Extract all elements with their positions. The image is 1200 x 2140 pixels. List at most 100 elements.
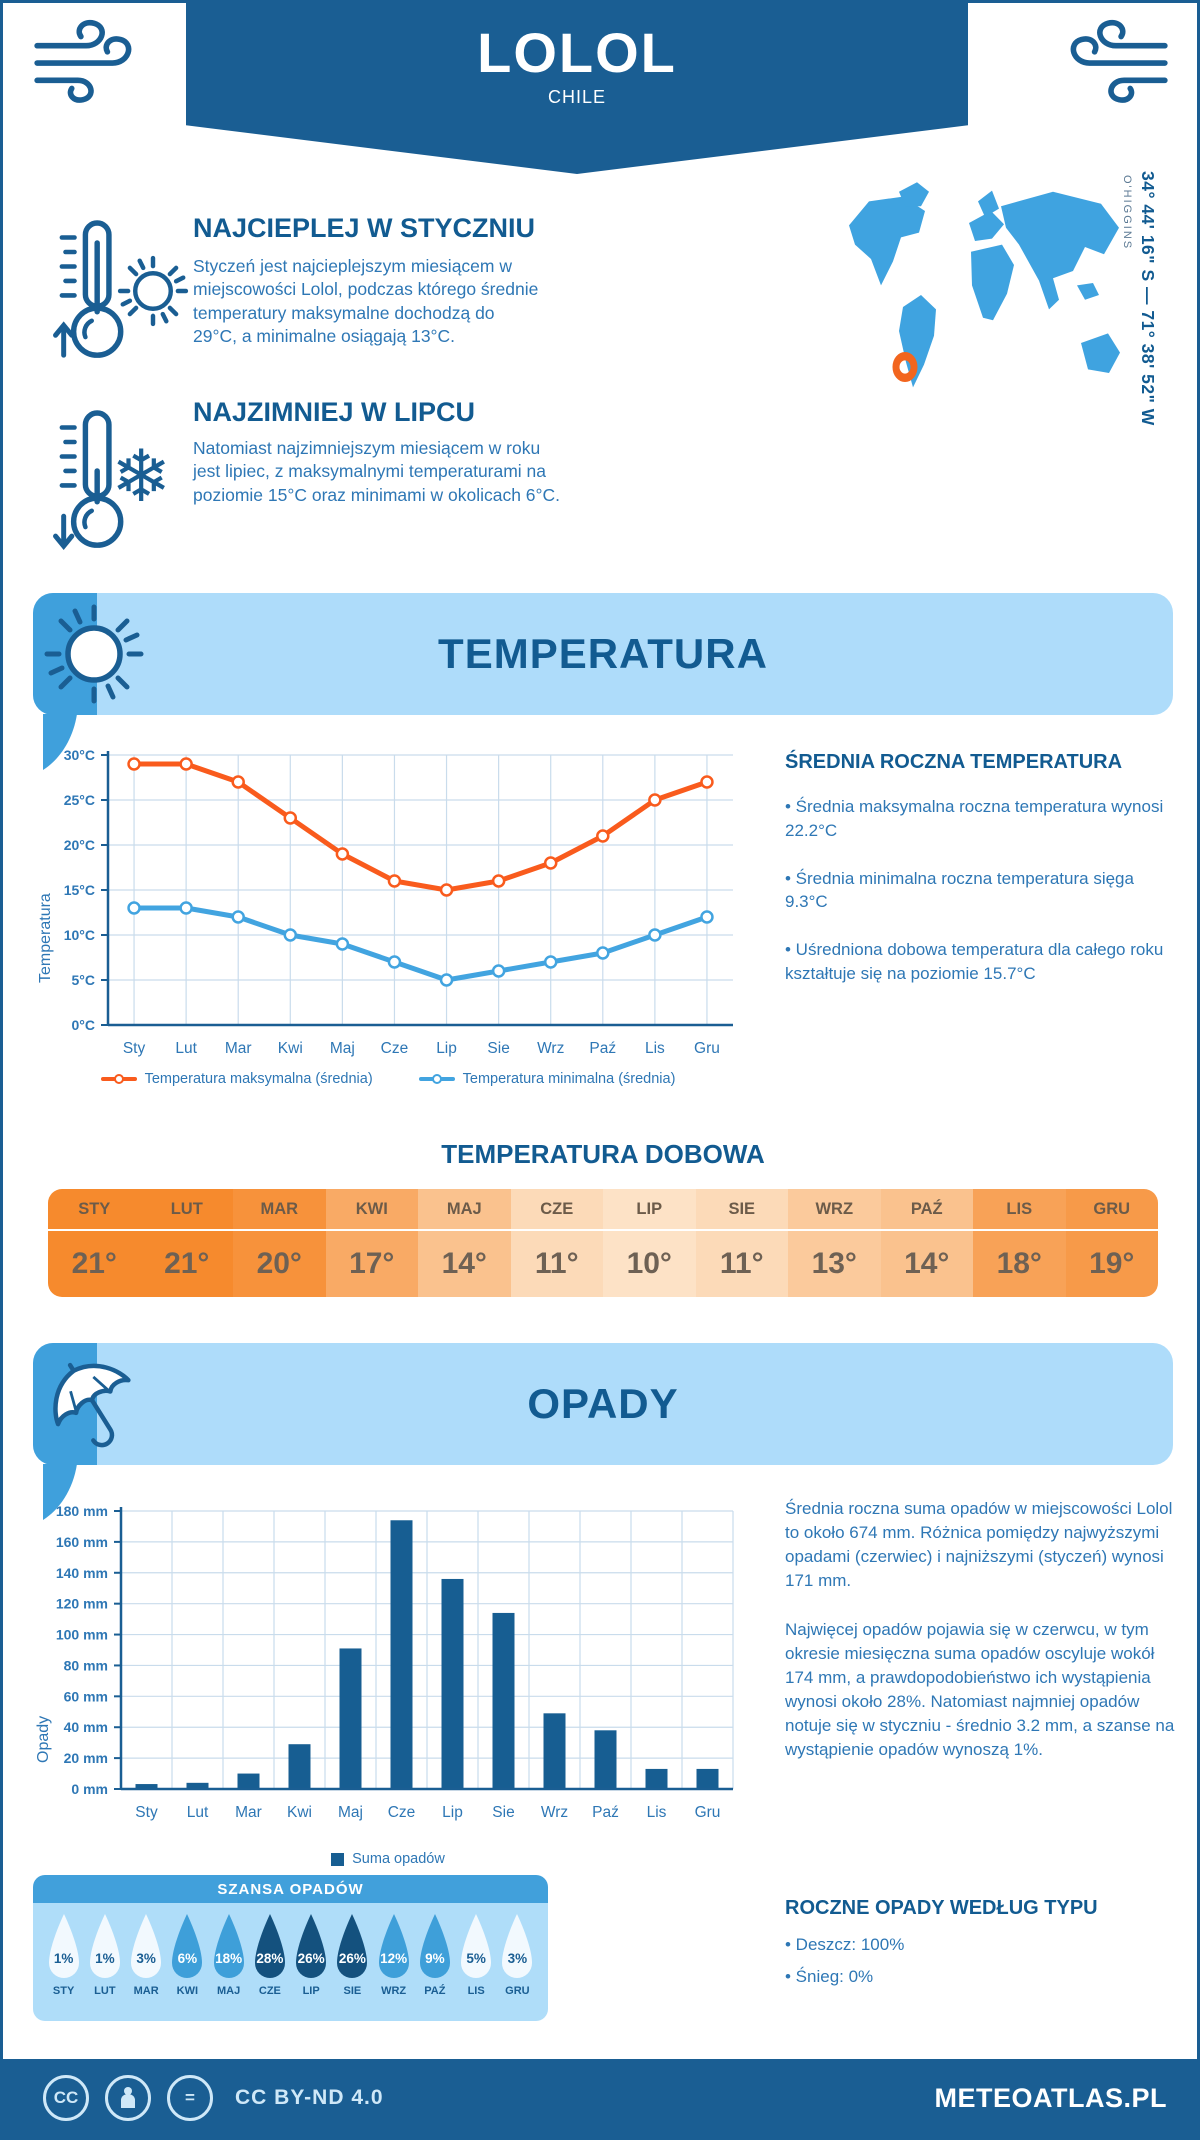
droplet-icon [172, 1914, 203, 1978]
region-label: O'HIGGINS [1121, 175, 1133, 251]
daily-temp-column: LIP 10° [603, 1189, 696, 1297]
chance-value: 18% [215, 1951, 243, 1966]
daily-temp-column: WRZ 13° [788, 1189, 881, 1297]
daily-temp-value: 11° [719, 1247, 764, 1280]
svg-text:Lut: Lut [187, 1804, 209, 1821]
svg-text:20°C: 20°C [64, 837, 95, 853]
daily-temp-month: SIE [695, 1189, 788, 1231]
daily-temp-month: KWI [325, 1189, 418, 1231]
svg-text:Lut: Lut [175, 1040, 197, 1057]
avg-temp-bullets: • Średnia maksymalna roczna temperatura … [785, 795, 1165, 1010]
droplet-icon [254, 1914, 285, 1978]
droplet-icon [378, 1914, 409, 1978]
temp-chart-legend: Temperatura maksymalna (średnia) Temperat… [33, 1071, 743, 1087]
precip-text: Średnia roczna suma opadów w miejscowośc… [785, 1497, 1175, 1786]
daily-temp-value: 10° [626, 1247, 672, 1280]
brand-logo[interactable]: METEOATLAS.PL [934, 2082, 1167, 2113]
thermometer-down-icon [53, 410, 124, 551]
precip-type-bullet: • Śnieg: 0% [785, 1966, 874, 1986]
droplet-icon [419, 1914, 450, 1978]
thermometer-up-icon [53, 220, 124, 358]
svg-text:10°C: 10°C [64, 927, 95, 943]
temperature-title: TEMPERATURA [438, 630, 768, 677]
droplet-icon [502, 1914, 533, 1978]
precip-chart-legend: Suma opadów [33, 1851, 743, 1867]
svg-text:Sie: Sie [492, 1804, 514, 1821]
legend-label: Suma opadów [352, 1851, 445, 1867]
page-subtitle: CHILE [547, 87, 606, 107]
svg-text:Maj: Maj [338, 1804, 363, 1821]
svg-text:30°C: 30°C [64, 747, 95, 763]
precip-type-heading: ROCZNE OPADY WEDŁUG TYPU [785, 1897, 1098, 1919]
precip-paragraph: Najwięcej opadów pojawia się w czerwcu, … [785, 1619, 1175, 1760]
temperature-banner-body [33, 593, 1173, 715]
chance-month: MAR [133, 1985, 159, 1997]
footer: CC = CC BY-ND 4.0 METEOATLAS.PL [3, 2059, 1197, 2137]
temperature-line-chart: Sty Lut Mar Kwi Maj Cze Lip Sie Wrz Paź Lis Gru 0°C 5… [64, 747, 733, 1057]
svg-text:Wrz: Wrz [537, 1040, 564, 1057]
chance-month: WRZ [381, 1985, 407, 1997]
svg-text:Mar: Mar [235, 1804, 262, 1821]
chance-month: LUT [94, 1985, 116, 1997]
precip-bar-chart: 0 mm 20 mm 40 mm 60 mm 80 mm 100 mm 120 mm 140 … [56, 1503, 734, 1821]
daily-temp-month: WRZ [788, 1189, 881, 1231]
chance-drop: 26% LIP [291, 1911, 332, 2021]
chance-drops-row: 1% STY 1% LUT 3% MAR 6% KWI 18% MAJ 28% CZE 26% LIP 26… [33, 1903, 548, 2021]
daily-temp-column: CZE 11° [510, 1189, 603, 1297]
precip-type-bullet: • Deszcz: 100% [785, 1935, 905, 1954]
daily-temp-value: 11° [534, 1247, 579, 1280]
daily-temp-value: 14° [441, 1247, 487, 1280]
warm-heading: NAJCIEPLEJ W STYCZNIU [193, 213, 536, 243]
daily-temp-value: 18° [996, 1247, 1042, 1280]
avg-temp-bullet: • Średnia maksymalna roczna temperatura … [785, 797, 1164, 840]
svg-text:180 mm: 180 mm [56, 1503, 108, 1519]
chance-value: 3% [507, 1951, 528, 1966]
chance-month: SIE [343, 1985, 362, 1997]
droplet-icon [296, 1914, 327, 1978]
banner-curl [43, 1464, 77, 1520]
chance-drop: 28% CZE [249, 1911, 290, 2021]
precip-banner-body [33, 1343, 1173, 1465]
chance-value: 26% [297, 1951, 325, 1966]
daily-temp-month: LIS [973, 1189, 1066, 1231]
svg-text:Kwi: Kwi [278, 1040, 303, 1057]
daily-temp-value: 14° [904, 1247, 950, 1280]
daily-temp-value: 13° [811, 1247, 857, 1280]
svg-text:Gru: Gru [694, 1040, 720, 1057]
chance-value: 9% [425, 1951, 445, 1966]
coordinates: 34° 44' 16" S — 71° 38' 52" W [1138, 171, 1158, 426]
svg-text:160 mm: 160 mm [56, 1534, 108, 1550]
legend-item: Temperatura minimalna (średnia) [418, 1071, 675, 1087]
daily-temp-month: MAR [233, 1189, 326, 1231]
chance-month: STY [52, 1985, 75, 1997]
chance-value: 26% [338, 1951, 366, 1966]
svg-text:40 mm: 40 mm [64, 1719, 108, 1735]
chance-month: GRU [505, 1985, 530, 1997]
coordinates-block: O'HIGGINS 34° 44' 16" S — 71° 38' 52" W [1121, 171, 1158, 449]
svg-text:Paź: Paź [592, 1804, 619, 1821]
sun-icon [44, 604, 144, 704]
chance-drop: 9% PAŹ [414, 1911, 455, 2021]
no-derivatives-icon: = [167, 2075, 213, 2121]
daily-temp-month: GRU [1065, 1189, 1158, 1231]
droplet-icon [89, 1914, 120, 1978]
svg-text:Lis: Lis [647, 1804, 667, 1821]
chance-value: 5% [466, 1951, 486, 1966]
daily-temp-column: LUT 21° [140, 1189, 233, 1297]
precip-banner: OPADY [33, 1343, 1173, 1520]
avg-temp-bullet: • Średnia minimalna roczna temperatura s… [785, 868, 1134, 912]
chance-value: 1% [53, 1951, 74, 1966]
svg-text:100 mm: 100 mm [56, 1627, 108, 1643]
sun-rays [117, 255, 189, 327]
banner-curl [43, 714, 77, 770]
cc-icon: CC [43, 2075, 89, 2121]
daily-temp-column: PAŹ 14° [880, 1189, 973, 1297]
chance-month: LIP [302, 1985, 320, 1997]
license-text: CC BY-ND 4.0 [235, 2086, 384, 2109]
svg-text:Gru: Gru [695, 1804, 721, 1821]
droplet-icon [337, 1914, 368, 1978]
svg-text:25°C: 25°C [64, 792, 95, 808]
avg-temp-heading: ŚREDNIA ROCZNA TEMPERATURA [785, 751, 1123, 773]
world-map [849, 182, 1120, 388]
svg-text:Lip: Lip [442, 1804, 463, 1821]
